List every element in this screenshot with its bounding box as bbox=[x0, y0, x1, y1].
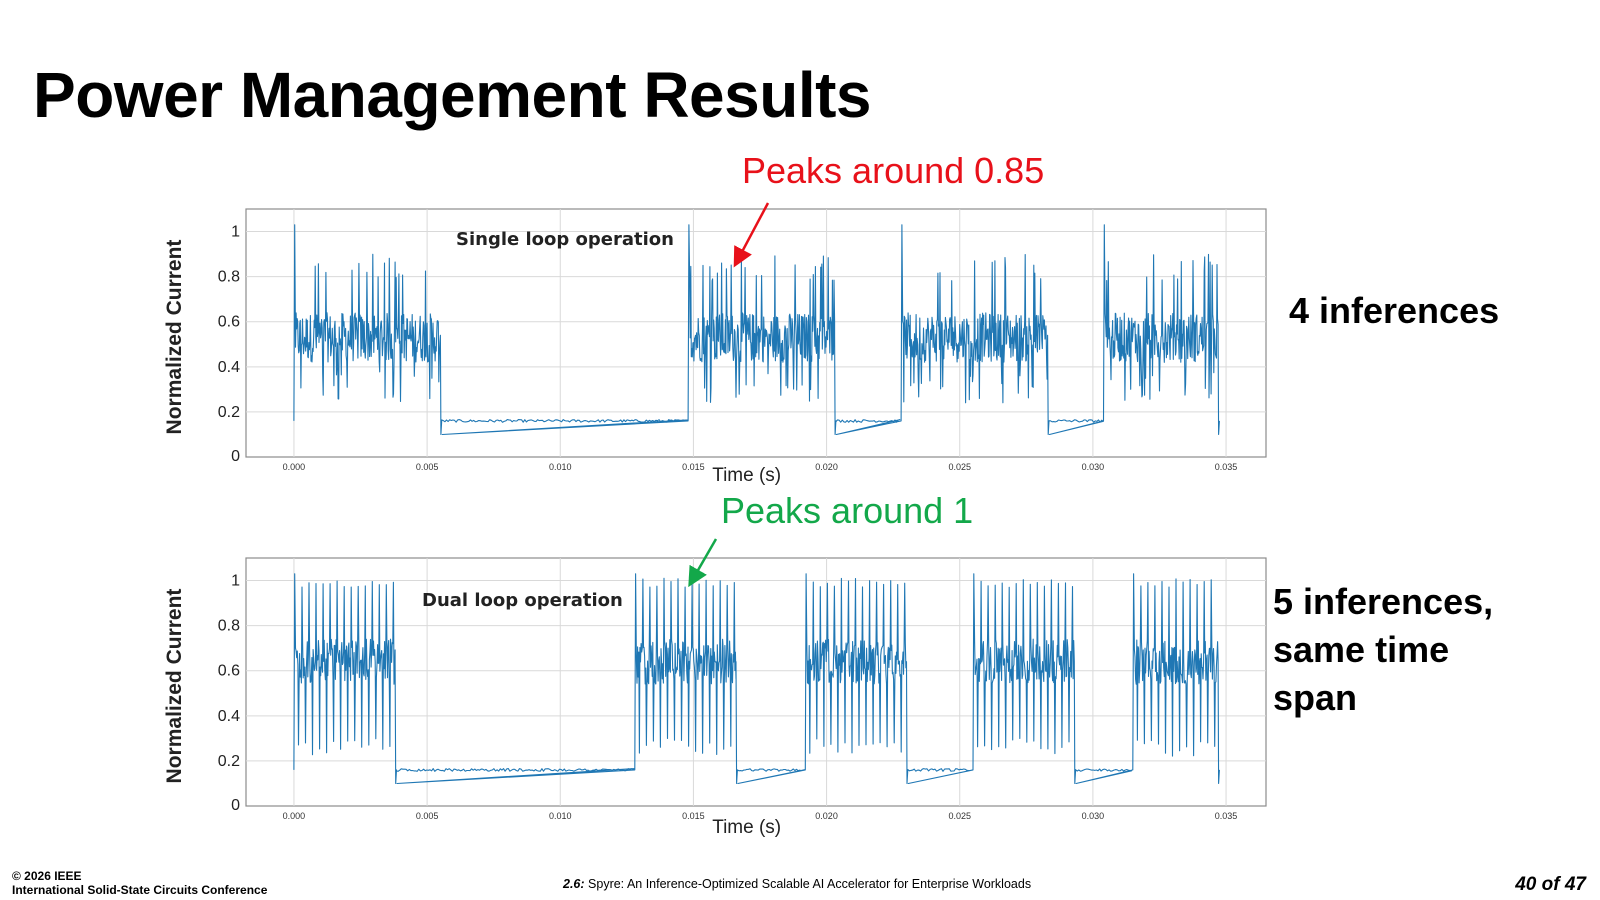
y-axis-label: Normalized Current bbox=[163, 589, 186, 784]
slide-title: Power Management Results bbox=[33, 59, 872, 131]
y-tick-label: 0.8 bbox=[218, 618, 240, 635]
peak-annotation: Peaks around 0.85 bbox=[742, 150, 1044, 191]
annotation-arrow bbox=[688, 538, 718, 588]
inference-count-line-3: span bbox=[1273, 677, 1358, 718]
inference-count-label-bottom: 5 inferences, same time span bbox=[1273, 578, 1493, 722]
footer-paper: 2.6: Spyre: An Inference-Optimized Scala… bbox=[563, 877, 1031, 891]
y-tick-label: 0.6 bbox=[218, 663, 240, 680]
annotation-arrow bbox=[733, 202, 770, 268]
y-tick-label: 0.4 bbox=[218, 359, 240, 376]
single-loop-chart: 0.000 0.005 0.010 0.015 0.020 0.025 0.030 0.035… bbox=[163, 150, 1267, 486]
inference-count-line-2: same time bbox=[1273, 629, 1450, 670]
x-axis-label: Time (s) bbox=[712, 465, 781, 486]
paper-title: Spyre: An Inference-Optimized Scalable A… bbox=[588, 877, 1032, 891]
dual-loop-chart: 0.000 0.005 0.010 0.015 0.020 0.025 0.030 0.035… bbox=[163, 490, 1267, 838]
plot-area bbox=[245, 557, 1267, 807]
y-tick-label: 0.2 bbox=[218, 753, 240, 770]
y-tick-label: 0.2 bbox=[218, 404, 240, 421]
conference-name: International Solid-State Circuits Confe… bbox=[12, 883, 268, 897]
y-tick-label: 1 bbox=[231, 573, 240, 590]
inset-label: Dual loop operation bbox=[422, 590, 623, 611]
inference-count-line-1: 5 inferences, bbox=[1273, 581, 1494, 622]
current-trace bbox=[293, 573, 1220, 785]
inference-count-label-top: 4 inferences bbox=[1289, 290, 1500, 331]
x-tick-label: 0.000 bbox=[283, 811, 306, 821]
paper-number: 2.6: bbox=[563, 877, 585, 891]
x-tick-label: 0.030 bbox=[1082, 811, 1105, 821]
x-tick-label: 0.010 bbox=[549, 462, 572, 472]
y-tick-label: 0.8 bbox=[218, 269, 240, 286]
x-tick-label: 0.005 bbox=[416, 462, 439, 472]
x-tick-label: 0.020 bbox=[815, 811, 838, 821]
x-tick-label: 0.015 bbox=[682, 811, 705, 821]
y-tick-label: 1 bbox=[231, 224, 240, 241]
x-tick-label: 0.010 bbox=[549, 811, 572, 821]
x-tick-label: 0.000 bbox=[283, 462, 306, 472]
current-trace bbox=[293, 224, 1220, 436]
x-tick-label: 0.015 bbox=[682, 462, 705, 472]
y-axis-label: Normalized Current bbox=[163, 240, 186, 435]
x-tick-label: 0.035 bbox=[1215, 811, 1238, 821]
x-tick-label: 0.025 bbox=[948, 462, 971, 472]
y-tick-label: 0 bbox=[231, 448, 240, 465]
x-tick-label: 0.025 bbox=[948, 811, 971, 821]
peak-annotation: Peaks around 1 bbox=[721, 490, 973, 531]
x-tick-label: 0.030 bbox=[1082, 462, 1105, 472]
copyright-text: © 2026 IEEE bbox=[12, 869, 82, 883]
x-axis-label: Time (s) bbox=[712, 817, 781, 838]
x-tick-label: 0.035 bbox=[1215, 462, 1238, 472]
inset-label: Single loop operation bbox=[456, 229, 674, 250]
footer-copyright: © 2026 IEEE International Solid-State Ci… bbox=[12, 869, 267, 897]
y-tick-label: 0 bbox=[231, 797, 240, 814]
y-tick-label: 0.4 bbox=[218, 708, 240, 725]
page-indicator: 40 of 47 bbox=[1515, 874, 1586, 895]
x-tick-label: 0.005 bbox=[416, 811, 439, 821]
x-tick-label: 0.020 bbox=[815, 462, 838, 472]
y-tick-label: 0.6 bbox=[218, 314, 240, 331]
